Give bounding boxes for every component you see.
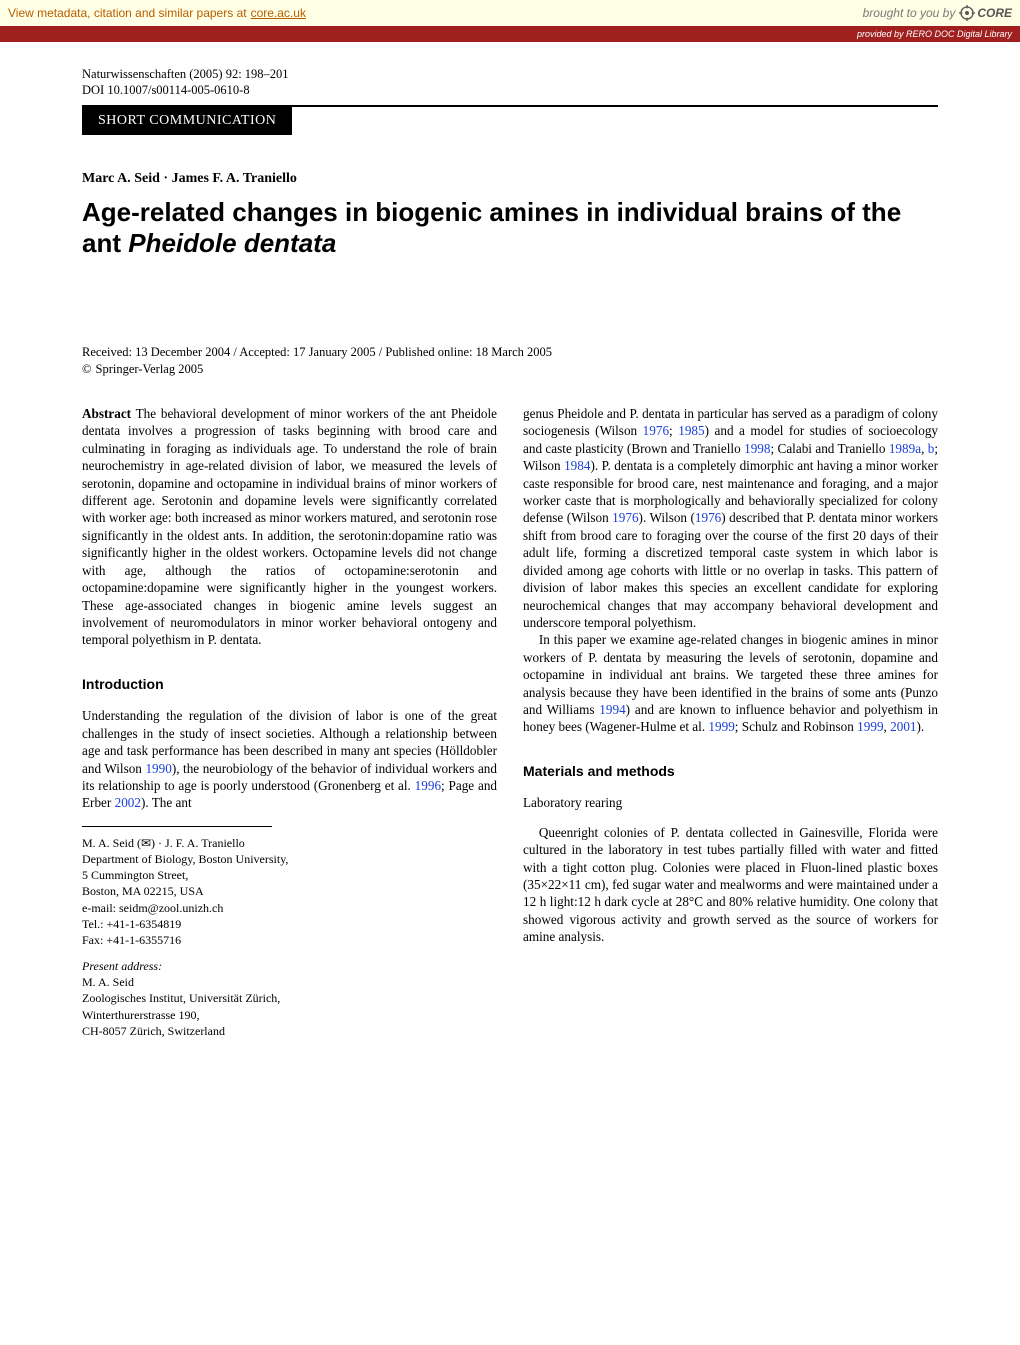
ref-link[interactable]: 1998 bbox=[744, 441, 770, 456]
rp2-c: ; Schulz and Robinson bbox=[735, 719, 857, 734]
rp1-b: ; bbox=[669, 423, 678, 438]
core-banner-left: View metadata, citation and similar pape… bbox=[8, 6, 306, 20]
copyright-text: Springer-Verlag 2005 bbox=[96, 362, 204, 377]
core-target-icon bbox=[959, 5, 975, 21]
present-address-block: Present address: M. A. Seid Zoologisches… bbox=[82, 958, 497, 1039]
ref-link[interactable]: 1994 bbox=[599, 702, 625, 717]
rp2-e: ). bbox=[917, 719, 925, 734]
abstract-label: Abstract bbox=[82, 406, 131, 421]
ref-link[interactable]: 1999 bbox=[708, 719, 734, 734]
ref-link[interactable]: 1976 bbox=[643, 423, 669, 438]
footnote-rule bbox=[82, 826, 272, 827]
present-address-head: Present address: bbox=[82, 958, 497, 974]
present-city: CH-8057 Zürich, Switzerland bbox=[82, 1023, 497, 1039]
core-logo[interactable]: CORE bbox=[959, 5, 1012, 21]
ref-link[interactable]: 2002 bbox=[115, 795, 141, 810]
right-paragraph-2: In this paper we examine age-related cha… bbox=[523, 631, 938, 736]
ref-link[interactable]: 1996 bbox=[415, 778, 441, 793]
corr-fax: Fax: +41-1-6355716 bbox=[82, 932, 497, 948]
ref-link[interactable]: 1990 bbox=[145, 761, 171, 776]
core-metadata-banner: View metadata, citation and similar pape… bbox=[0, 0, 1020, 26]
two-column-body: Abstract The behavioral development of m… bbox=[82, 405, 938, 1049]
right-paragraph-1: genus Pheidole and P. dentata in particu… bbox=[523, 405, 938, 631]
core-banner-right: brought to you by CORE bbox=[863, 5, 1012, 21]
correspondence-block: M. A. Seid (✉) · J. F. A. Traniello Depa… bbox=[82, 835, 497, 948]
introduction-heading: Introduction bbox=[82, 675, 497, 693]
provided-by-text: provided by RERO DOC Digital Library bbox=[857, 29, 1012, 39]
rp1-d: ; Calabi and Traniello bbox=[770, 441, 888, 456]
ref-link[interactable]: 1985 bbox=[678, 423, 704, 438]
rp1-e: , bbox=[921, 441, 928, 456]
intro-p1-d: ). The ant bbox=[141, 795, 192, 810]
present-institute: Zoologisches Institut, Universität Züric… bbox=[82, 990, 497, 1006]
present-name: M. A. Seid bbox=[82, 974, 497, 990]
ref-link[interactable]: 1976 bbox=[695, 510, 721, 525]
article-category-bar: SHORT COMMUNICATION bbox=[82, 107, 292, 135]
brought-by-text: brought to you by bbox=[863, 6, 956, 20]
methods-subheading: Laboratory rearing bbox=[523, 794, 938, 811]
ref-link[interactable]: 1984 bbox=[564, 458, 590, 473]
ref-link[interactable]: 1976 bbox=[612, 510, 638, 525]
core-banner-text: View metadata, citation and similar pape… bbox=[8, 6, 247, 20]
journal-citation: Naturwissenschaften (2005) 92: 198–201 D… bbox=[82, 66, 938, 99]
corr-authors: M. A. Seid (✉) · J. F. A. Traniello bbox=[82, 835, 497, 851]
citation-journal-line: Naturwissenschaften (2005) 92: 198–201 bbox=[82, 66, 938, 82]
title-species: Pheidole dentata bbox=[128, 228, 336, 258]
present-street: Winterthurerstrasse 190, bbox=[82, 1007, 497, 1023]
rp1-h: ). Wilson ( bbox=[639, 510, 695, 525]
corr-dept: Department of Biology, Boston University… bbox=[82, 851, 497, 867]
dates-line: Received: 13 December 2004 / Accepted: 1… bbox=[82, 345, 938, 360]
ref-link[interactable]: 1989a bbox=[889, 441, 921, 456]
rp1-i: ) described that P. dentata minor worker… bbox=[523, 510, 938, 630]
ref-link[interactable]: 2001 bbox=[890, 719, 916, 734]
provided-by-banner: provided by RERO DOC Digital Library bbox=[0, 26, 1020, 42]
copyright-icon: © bbox=[82, 362, 92, 377]
authors-line: Marc A. Seid · James F. A. Traniello bbox=[82, 171, 938, 187]
core-logo-text: CORE bbox=[977, 6, 1012, 20]
corr-street: 5 Cummington Street, bbox=[82, 867, 497, 883]
citation-doi-line: DOI 10.1007/s00114-005-0610-8 bbox=[82, 82, 938, 98]
ref-link[interactable]: 1999 bbox=[857, 719, 883, 734]
right-column: genus Pheidole and P. dentata in particu… bbox=[523, 405, 938, 1049]
materials-methods-heading: Materials and methods bbox=[523, 762, 938, 780]
methods-paragraph-1: Queenright colonies of P. dentata collec… bbox=[523, 824, 938, 946]
core-link[interactable]: core.ac.uk bbox=[251, 6, 306, 20]
intro-paragraph-1: Understanding the regulation of the divi… bbox=[82, 707, 497, 812]
corr-email: e-mail: seidm@zool.unizh.ch bbox=[82, 900, 497, 916]
corr-tel: Tel.: +41-1-6354819 bbox=[82, 916, 497, 932]
copyright-line: © Springer-Verlag 2005 bbox=[82, 362, 938, 377]
abstract-body: The behavioral development of minor work… bbox=[82, 406, 497, 647]
correspondence-footnotes: M. A. Seid (✉) · J. F. A. Traniello Depa… bbox=[82, 835, 497, 1039]
page-content: Naturwissenschaften (2005) 92: 198–201 D… bbox=[0, 42, 1020, 1089]
abstract-paragraph: Abstract The behavioral development of m… bbox=[82, 405, 497, 649]
article-title: Age-related changes in biogenic amines i… bbox=[82, 197, 938, 259]
left-column: Abstract The behavioral development of m… bbox=[82, 405, 497, 1049]
corr-city: Boston, MA 02215, USA bbox=[82, 883, 497, 899]
